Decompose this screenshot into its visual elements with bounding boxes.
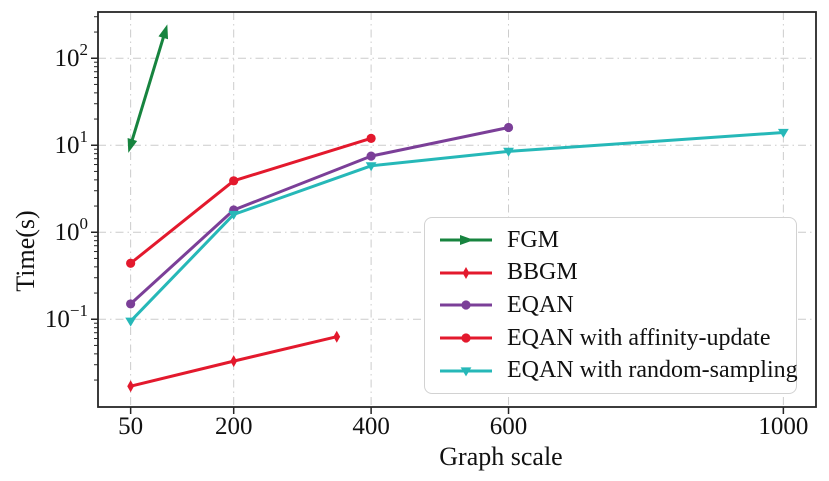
arrow-marker-icon (158, 24, 169, 40)
thin-diamond-marker-icon (127, 380, 135, 393)
bbgm-line-sample (440, 266, 492, 279)
circle-marker-icon (461, 333, 471, 343)
tick-marks (91, 16, 785, 414)
legend-item-eqan-random-sampling: EQAN with random-sampling (437, 355, 798, 387)
legend-item-fgm: FGM (437, 224, 786, 256)
eqan-line-sample (440, 300, 492, 311)
triangle-down-marker-icon (777, 128, 789, 138)
series-line (129, 30, 167, 147)
x-tick-label: 600 (490, 413, 528, 440)
circle-marker-icon (461, 300, 471, 311)
series-eqan-with-random-sampling (125, 128, 789, 327)
triangle-down-marker-icon (228, 210, 240, 220)
triangle-down-marker-icon (460, 367, 472, 377)
circle-marker-icon (503, 122, 514, 133)
eqan-random-sampling-line-sample (440, 367, 492, 377)
y-tick-label: 100 (55, 214, 89, 246)
axes-box (97, 11, 817, 408)
triangle-down-marker-icon (125, 317, 137, 327)
legend-label-eqan: EQAN (507, 291, 574, 318)
x-tick-label: 1000 (758, 413, 808, 440)
x-axis-label: Graph scale (439, 442, 563, 471)
legend-label-bbgm: BBGM (507, 259, 578, 286)
legend-label-fgm: FGM (507, 226, 560, 253)
y-tick-label: 10−1 (45, 301, 88, 333)
legend-label-eqan-affinity-update: EQAN with affinity-update (507, 324, 771, 351)
fgm-line-sample (440, 235, 492, 246)
legend-item-eqan: EQAN (437, 289, 786, 321)
eqan-affinity-update-line-sample (440, 333, 492, 343)
x-tick-label: 400 (352, 413, 390, 440)
y-tick-label: 101 (55, 127, 89, 159)
triangle-down-marker-icon (503, 147, 514, 157)
thin-diamond-marker-icon (230, 355, 238, 368)
legend-item-bbgm: BBGM (437, 257, 786, 289)
legend-item-eqan-affinity-update: EQAN with affinity-update (437, 322, 786, 354)
triangle-down-marker-icon (365, 162, 377, 172)
thin-diamond-marker-icon (333, 330, 341, 343)
x-tick-label: 50 (118, 413, 143, 440)
circle-marker-icon (126, 258, 136, 268)
arrow-marker-icon (127, 138, 138, 153)
y-axis-label: Time(s) (11, 210, 40, 292)
y-tick-label: 102 (55, 40, 89, 72)
circle-marker-icon (366, 151, 376, 161)
tick-labels: 50 200 400 600 1000 102 101 100 10−1 (45, 40, 808, 440)
circle-marker-icon (126, 299, 136, 309)
arrow-marker-icon (460, 235, 474, 246)
legend: FGM BBGM EQAN EQAN with affinity-update … (424, 217, 798, 394)
x-tick-label: 200 (215, 413, 253, 440)
circle-marker-icon (366, 133, 376, 143)
series-bbgm (127, 330, 341, 393)
series-line (129, 125, 511, 306)
legend-label-eqan-random-sampling: EQAN with random-sampling (507, 357, 798, 384)
series-fgm (127, 24, 169, 153)
circle-marker-icon (229, 176, 239, 186)
thin-diamond-marker-icon (462, 266, 470, 279)
series-eqan-with-affinity-update (126, 133, 376, 268)
